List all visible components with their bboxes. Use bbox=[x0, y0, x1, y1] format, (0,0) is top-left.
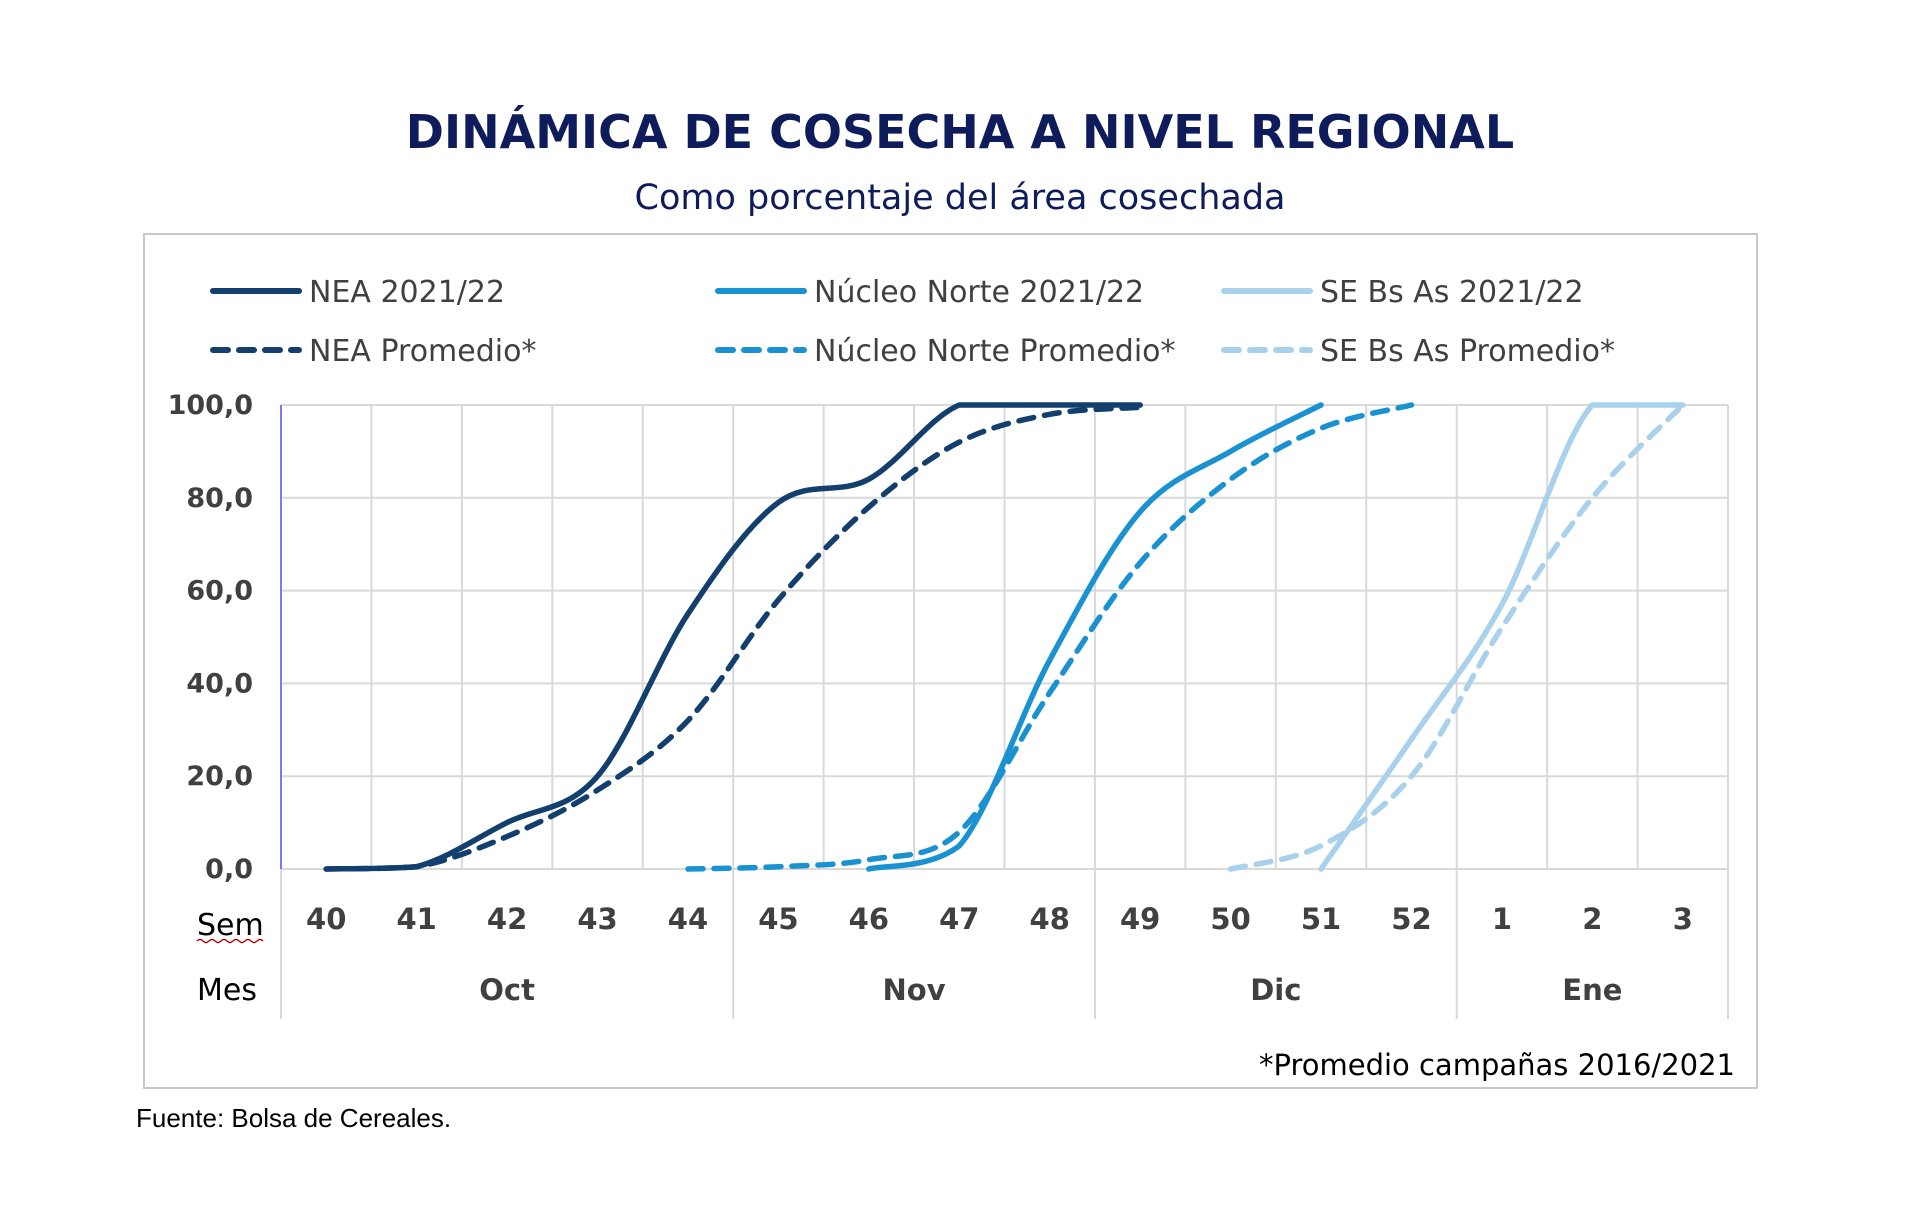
spellcheck-underline bbox=[196, 938, 264, 944]
series-line-6 bbox=[1227, 402, 1686, 872]
week-tick-label: 41 bbox=[396, 902, 436, 936]
legend-label: SE Bs As 2021/22 bbox=[1320, 275, 1584, 310]
week-tick-label: 46 bbox=[849, 902, 889, 936]
y-tick-label: 40,0 bbox=[186, 668, 253, 699]
week-tick-label: 52 bbox=[1391, 902, 1431, 936]
legend-label: NEA Promedio* bbox=[309, 334, 536, 369]
month-row-label: Mes bbox=[197, 973, 257, 1008]
y-tick-label: 100,0 bbox=[168, 390, 253, 421]
legend-label: Núcleo Norte 2021/22 bbox=[814, 275, 1144, 310]
series-line-2 bbox=[866, 402, 1324, 872]
month-label: Dic bbox=[1250, 973, 1301, 1007]
week-tick-label: 40 bbox=[306, 902, 346, 936]
week-tick-label: 48 bbox=[1030, 902, 1070, 936]
chart-subtitle: Como porcentaje del área cosechada bbox=[634, 178, 1286, 218]
footnote: *Promedio campañas 2016/2021 bbox=[1259, 1048, 1735, 1082]
week-row-label: Sem bbox=[197, 908, 264, 943]
week-tick-label: 2 bbox=[1582, 902, 1602, 936]
month-label: Nov bbox=[883, 973, 946, 1007]
week-tick-label: 43 bbox=[577, 902, 617, 936]
source-note: Fuente: Bolsa de Cereales. bbox=[136, 1103, 452, 1133]
legend-label: SE Bs As Promedio* bbox=[1320, 334, 1615, 369]
y-tick-label: 0,0 bbox=[205, 854, 253, 885]
series-line-1 bbox=[323, 402, 1143, 872]
week-tick-label: 47 bbox=[939, 902, 979, 936]
legend-label: NEA 2021/22 bbox=[309, 275, 505, 310]
week-tick-label: 3 bbox=[1673, 902, 1693, 936]
axis-layer: 0,0 20,0 40,0 60,0 80,0 100,0 Sem 40 41 42 43 44 45 4… bbox=[168, 390, 1693, 1008]
series-line-3 bbox=[1318, 402, 1686, 872]
week-tick-label: 49 bbox=[1120, 902, 1160, 936]
week-tick-label: 45 bbox=[758, 902, 798, 936]
series-line-4 bbox=[323, 404, 1143, 872]
legend: NEA 2021/22 Núcleo Norte 2021/22 SE Bs As … bbox=[210, 275, 1615, 369]
month-label: Ene bbox=[1562, 973, 1622, 1007]
chart-title: DINÁMICA DE COSECHA A NIVEL REGIONAL bbox=[405, 105, 1515, 159]
week-tick-label: 42 bbox=[487, 902, 527, 936]
y-tick-label: 20,0 bbox=[186, 761, 253, 792]
week-tick-label: 1 bbox=[1492, 902, 1512, 936]
month-label: Oct bbox=[479, 973, 535, 1007]
series-line-5 bbox=[685, 402, 1415, 872]
y-tick-label: 80,0 bbox=[186, 483, 253, 514]
chart-svg: 0,0 20,0 40,0 60,0 80,0 100,0 Sem 40 41 42 43 44 45 4… bbox=[168, 275, 1735, 1082]
week-tick-label: 50 bbox=[1210, 902, 1250, 936]
legend-label: Núcleo Norte Promedio* bbox=[814, 334, 1176, 369]
chart-frame: 0,0 20,0 40,0 60,0 80,0 100,0 Sem 40 41 42 43 44 45 4… bbox=[143, 233, 1758, 1089]
series-layer bbox=[323, 402, 1686, 872]
week-tick-label: 51 bbox=[1301, 902, 1341, 936]
y-tick-label: 60,0 bbox=[186, 576, 253, 607]
week-tick-label: 44 bbox=[668, 902, 708, 936]
